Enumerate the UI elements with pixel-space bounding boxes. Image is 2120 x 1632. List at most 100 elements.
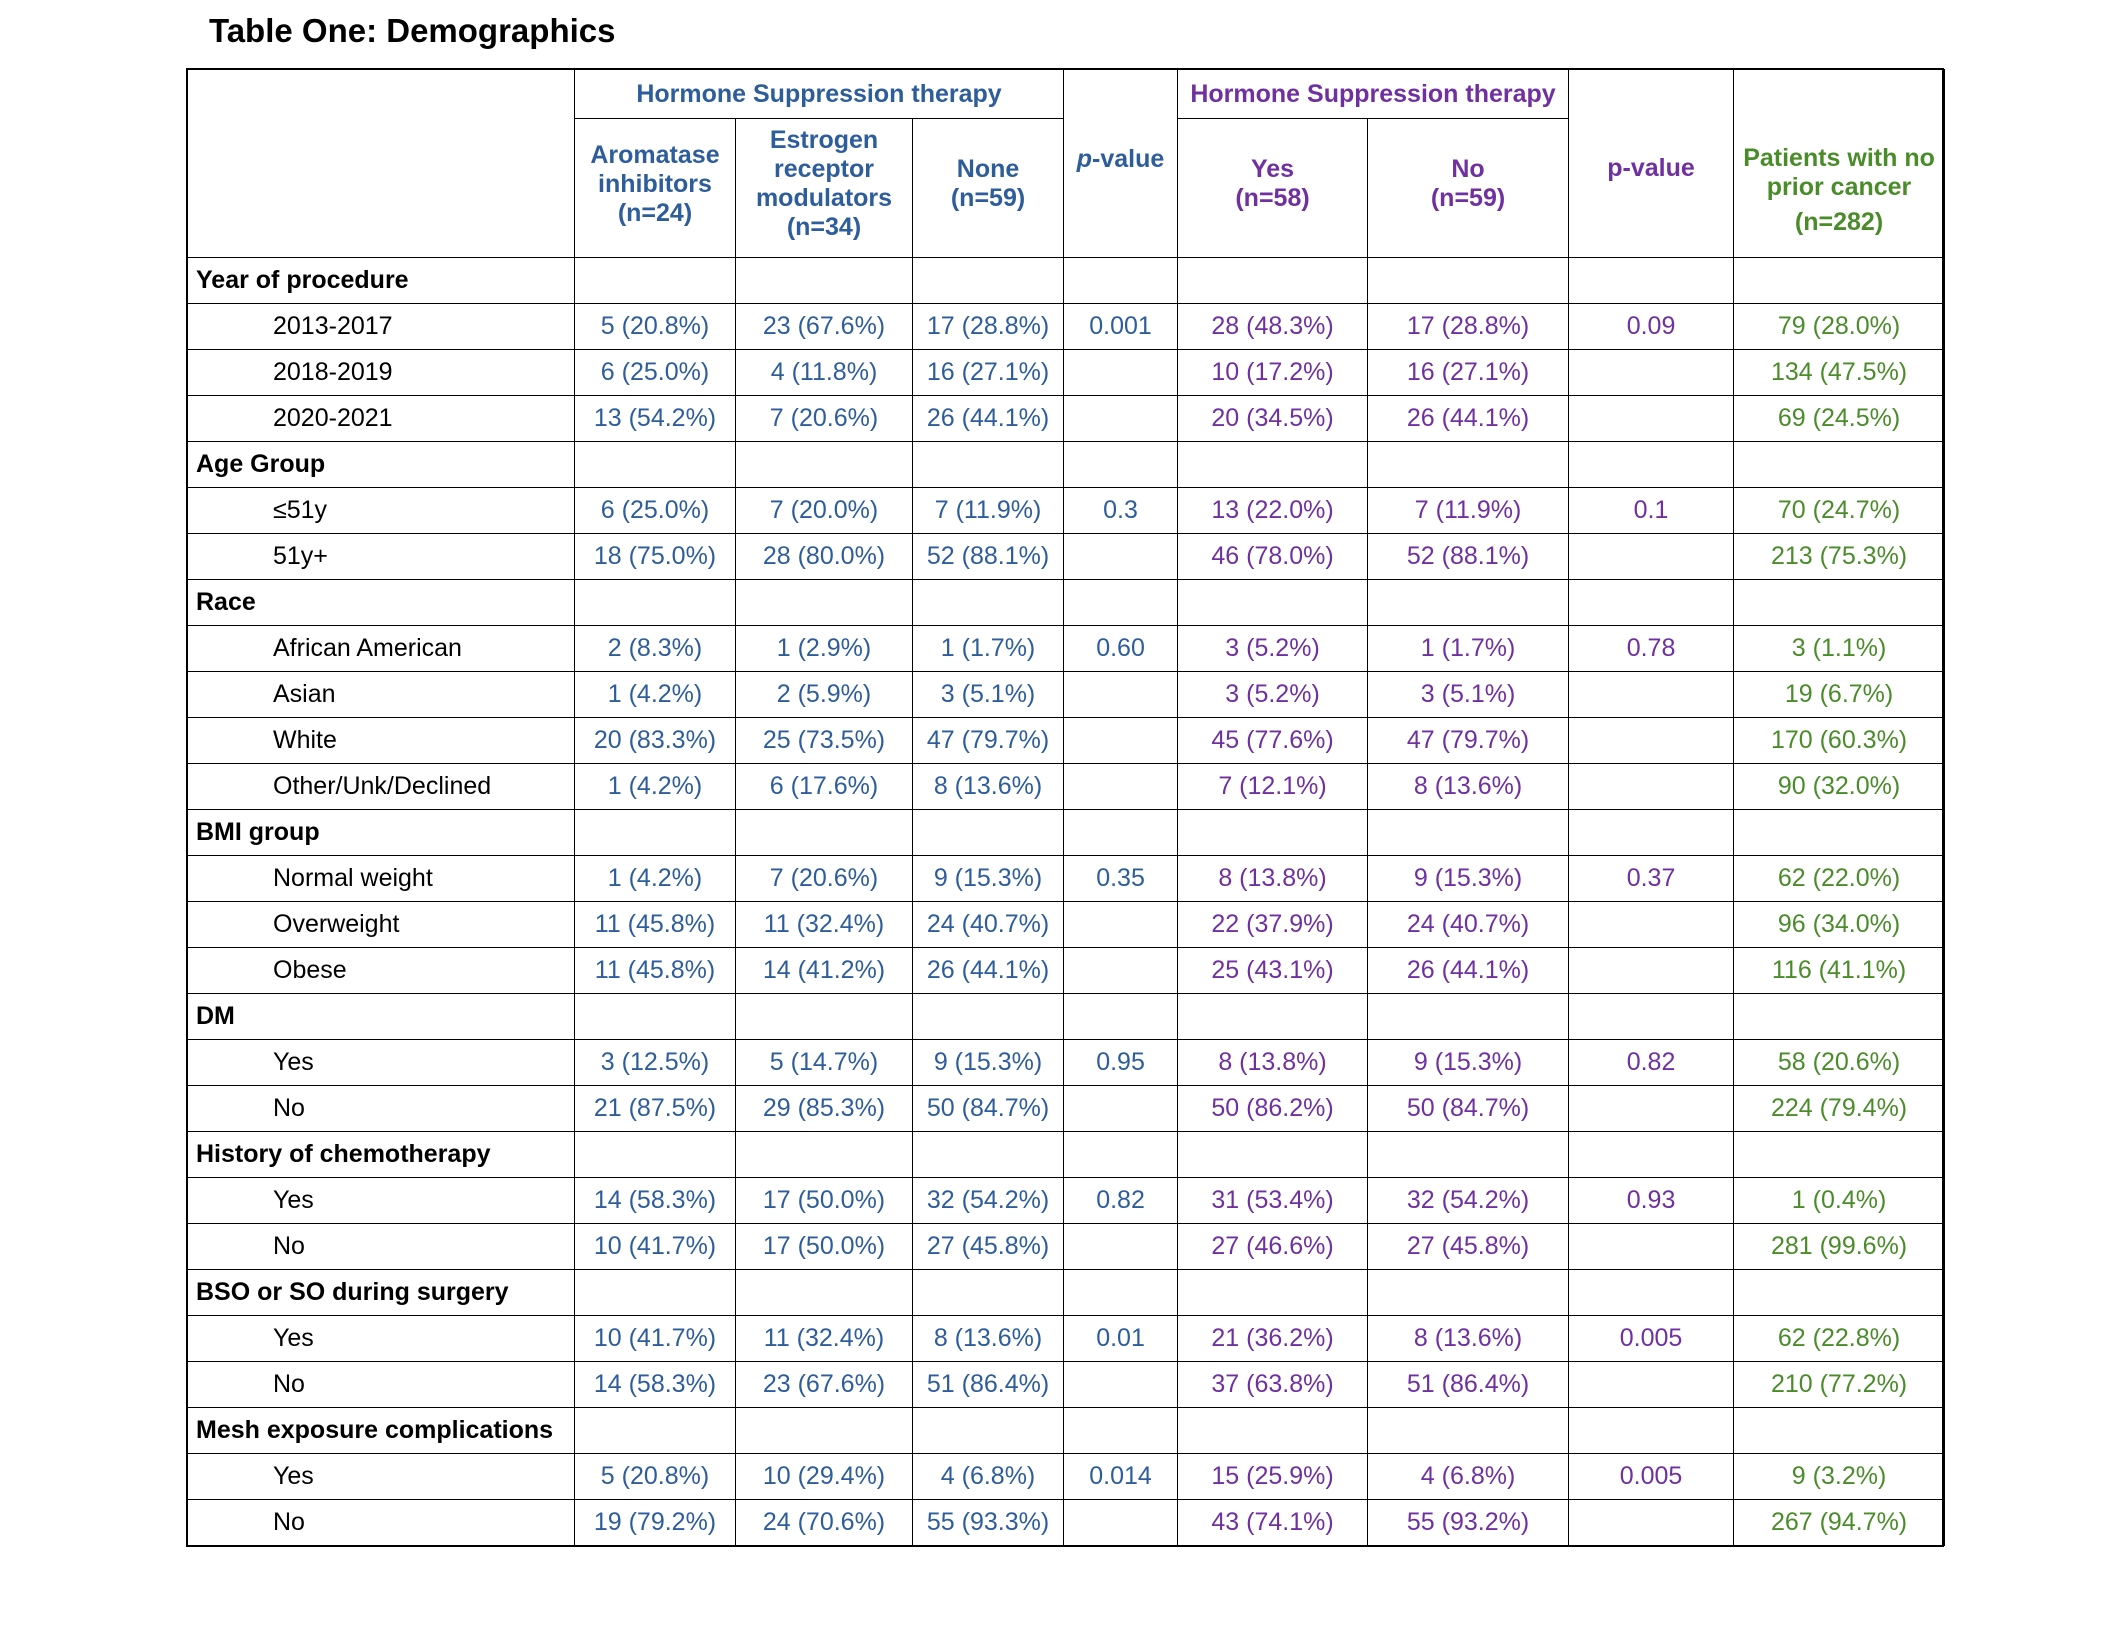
cell-hst-yes [1177, 1269, 1369, 1316]
cell-pvalue-1 [1063, 1131, 1179, 1178]
cell-pvalue-2 [1568, 809, 1735, 856]
cell-pvalue-2 [1568, 763, 1735, 810]
cell-none: 24 (40.7%) [911, 901, 1065, 948]
cell-none: 26 (44.1%) [911, 395, 1065, 442]
cell-pvalue-1 [1063, 1223, 1179, 1270]
cell-estrogen: 14 (41.2%) [735, 947, 913, 994]
table-row: Other/Unk/Declined 1 (4.2%) 6 (17.6%) 8 (13… [187, 763, 1946, 810]
cell-estrogen: 4 (11.8%) [735, 349, 913, 396]
cell-no-prior-cancer: 79 (28.0%) [1733, 303, 1946, 350]
cell-none: 9 (15.3%) [911, 855, 1065, 902]
cell-estrogen: 11 (32.4%) [735, 901, 913, 948]
category-label: Race [187, 579, 575, 626]
row-label: Asian [187, 671, 575, 718]
row-label: No [187, 1499, 575, 1546]
cell-no-prior-cancer: 116 (41.1%) [1733, 947, 1946, 994]
category-row: Year of procedure [187, 257, 1946, 304]
table-row: No 19 (79.2%) 24 (70.6%) 55 (93.3%) 43 (74.1… [187, 1499, 1946, 1546]
row-label: No [187, 1361, 575, 1408]
cell-aromatase: 13 (54.2%) [574, 395, 736, 442]
cell-hst-yes [1177, 579, 1369, 626]
row-label: Overweight [187, 901, 575, 948]
table-row: White 20 (83.3%) 25 (73.5%) 47 (79.7%) 45 (7… [187, 717, 1946, 764]
cell-aromatase [574, 993, 736, 1040]
table-row: Normal weight 1 (4.2%) 7 (20.6%) 9 (15.3%) 0… [187, 855, 1946, 902]
cell-pvalue-1 [1063, 579, 1179, 626]
cell-pvalue-1 [1063, 1269, 1179, 1316]
cell-aromatase: 5 (20.8%) [574, 303, 736, 350]
cell-hst-no: 24 (40.7%) [1367, 901, 1570, 948]
category-label: History of chemotherapy [187, 1131, 575, 1178]
row-label: Normal weight [187, 855, 575, 902]
cell-pvalue-2 [1568, 349, 1735, 396]
cell-aromatase: 2 (8.3%) [574, 625, 736, 672]
cell-pvalue-2 [1568, 1131, 1735, 1178]
category-label: BMI group [187, 809, 575, 856]
cell-hst-yes: 8 (13.8%) [1177, 1039, 1369, 1086]
cell-estrogen: 6 (17.6%) [735, 763, 913, 810]
category-label: Mesh exposure complications [187, 1407, 575, 1454]
cell-estrogen: 25 (73.5%) [735, 717, 913, 764]
header-estrogen-label: Estrogen receptor modulators [755, 126, 893, 212]
category-row: Mesh exposure complications [187, 1407, 1946, 1454]
cell-hst-yes: 50 (86.2%) [1177, 1085, 1369, 1132]
table-row: Yes 10 (41.7%) 11 (32.4%) 8 (13.6%) 0.01 21 (… [187, 1315, 1946, 1362]
header-none: None (n=59) [911, 118, 1065, 258]
cell-hst-yes: 31 (53.4%) [1177, 1177, 1369, 1224]
cell-none [911, 993, 1065, 1040]
cell-none [911, 1407, 1065, 1454]
cell-estrogen: 7 (20.6%) [735, 395, 913, 442]
cell-hst-no: 52 (88.1%) [1367, 533, 1570, 580]
cell-pvalue-1 [1063, 395, 1179, 442]
cell-aromatase [574, 1269, 736, 1316]
header-aromatase: Aromatase inhibitors (n=24) [574, 118, 736, 258]
cell-hst-no: 51 (86.4%) [1367, 1361, 1570, 1408]
row-label: No [187, 1085, 575, 1132]
table-row: ≤51y 6 (25.0%) 7 (20.0%) 7 (11.9%) 0.3 13 (22… [187, 487, 1946, 534]
cell-no-prior-cancer: 62 (22.0%) [1733, 855, 1946, 902]
cell-estrogen: 23 (67.6%) [735, 1361, 913, 1408]
cell-no-prior-cancer: 90 (32.0%) [1733, 763, 1946, 810]
cell-none: 50 (84.7%) [911, 1085, 1065, 1132]
category-row: History of chemotherapy [187, 1131, 1946, 1178]
cell-no-prior-cancer [1733, 257, 1946, 304]
cell-pvalue-1 [1063, 901, 1179, 948]
header-yes-n: (n=58) [1235, 184, 1310, 212]
header-pvalue-1-p: p [1076, 145, 1093, 173]
cell-pvalue-1: 0.01 [1063, 1315, 1179, 1362]
cell-none: 3 (5.1%) [911, 671, 1065, 718]
cell-none [911, 441, 1065, 488]
row-label: Other/Unk/Declined [187, 763, 575, 810]
cell-no-prior-cancer [1733, 1131, 1946, 1178]
table-row: Obese 11 (45.8%) 14 (41.2%) 26 (44.1%) 25 (4… [187, 947, 1946, 994]
cell-aromatase: 21 (87.5%) [574, 1085, 736, 1132]
cell-none: 47 (79.7%) [911, 717, 1065, 764]
cell-aromatase: 19 (79.2%) [574, 1499, 736, 1546]
cell-no-prior-cancer: 9 (3.2%) [1733, 1453, 1946, 1500]
row-label: White [187, 717, 575, 764]
cell-hst-no [1367, 809, 1570, 856]
header-aromatase-label: Aromatase inhibitors [590, 140, 720, 198]
header-blank-cell [187, 69, 575, 258]
cell-pvalue-2 [1568, 1085, 1735, 1132]
cell-none [911, 1131, 1065, 1178]
cell-none: 27 (45.8%) [911, 1223, 1065, 1270]
cell-no-prior-cancer: 70 (24.7%) [1733, 487, 1946, 534]
cell-none [911, 257, 1065, 304]
cell-pvalue-1 [1063, 1499, 1179, 1546]
cell-aromatase [574, 809, 736, 856]
cell-pvalue-2 [1568, 1407, 1735, 1454]
cell-hst-yes: 15 (25.9%) [1177, 1453, 1369, 1500]
table-row: No 14 (58.3%) 23 (67.6%) 51 (86.4%) 37 (63.8… [187, 1361, 1946, 1408]
header-none-n: (n=59) [950, 184, 1026, 212]
cell-hst-no [1367, 441, 1570, 488]
cell-pvalue-2: 0.09 [1568, 303, 1735, 350]
cell-aromatase: 10 (41.7%) [574, 1315, 736, 1362]
cell-pvalue-1 [1063, 441, 1179, 488]
cell-estrogen [735, 809, 913, 856]
row-label: Yes [187, 1315, 575, 1362]
cell-pvalue-1 [1063, 947, 1179, 994]
cell-aromatase: 3 (12.5%) [574, 1039, 736, 1086]
cell-estrogen: 29 (85.3%) [735, 1085, 913, 1132]
table-row: 51y+ 18 (75.0%) 28 (80.0%) 52 (88.1%) 46 (78… [187, 533, 1946, 580]
